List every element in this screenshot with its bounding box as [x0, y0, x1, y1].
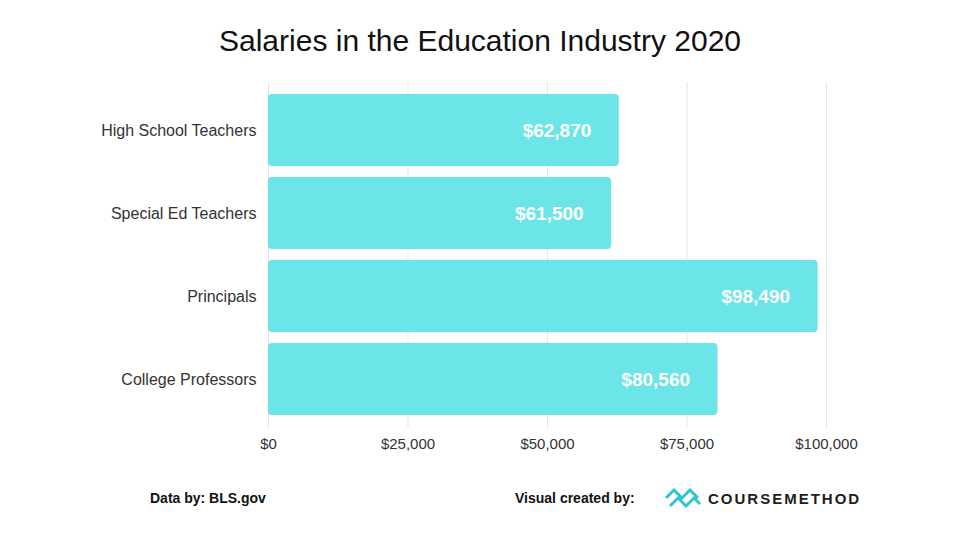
svg-text:$100,000: $100,000: [795, 435, 858, 452]
html-text:Salaries in the Education Indu: Salaries in the Education Industry 2020: [219, 24, 741, 57]
html-text:COURSEMETHOD: COURSEMETHOD: [708, 489, 862, 507]
svg-text:Principals: Principals: [187, 288, 256, 305]
html-text:Visual created by:: Visual created by:: [515, 490, 635, 506]
svg-text:$80,560: $80,560: [621, 369, 690, 390]
svg-text:$50,000: $50,000: [520, 435, 574, 452]
svg-text:College Professors: College Professors: [121, 371, 256, 388]
svg-text:$61,500: $61,500: [515, 203, 584, 224]
html-text:Data by: BLS.gov: Data by: BLS.gov: [150, 490, 266, 506]
svg-text:$98,490: $98,490: [721, 286, 790, 307]
svg-text:$62,870: $62,870: [523, 120, 592, 141]
svg-text:$25,000: $25,000: [381, 435, 435, 452]
svg-text:High School Teachers: High School Teachers: [101, 122, 256, 139]
svg-text:$75,000: $75,000: [660, 435, 714, 452]
svg-text:$0: $0: [260, 435, 277, 452]
svg-text:Special Ed Teachers: Special Ed Teachers: [111, 205, 257, 222]
